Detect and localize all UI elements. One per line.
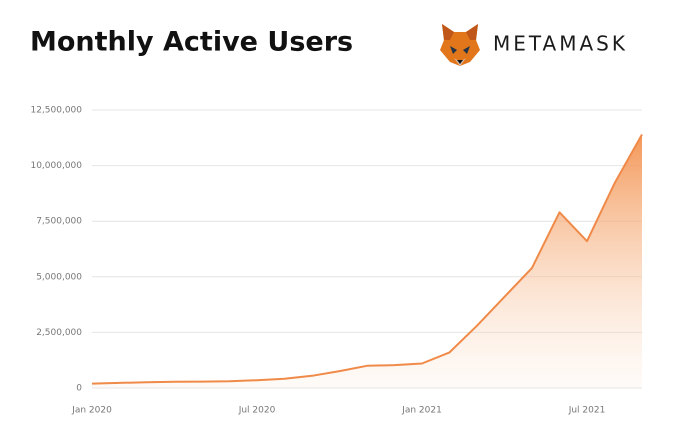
x-tick-label: Jul 2021 xyxy=(568,406,606,416)
y-tick-label: 12,500,000 xyxy=(30,106,82,116)
area xyxy=(92,134,642,388)
y-tick-label: 5,000,000 xyxy=(36,272,82,282)
brand-logo xyxy=(440,24,480,66)
x-tick-label: Jul 2020 xyxy=(238,406,276,416)
line xyxy=(91,134,643,385)
x-tick-label: Jan 2020 xyxy=(71,406,112,416)
chart-title: Monthly Active Users xyxy=(30,27,353,58)
x-tick-label: Jan 2021 xyxy=(401,406,442,416)
y-tick-label: 7,500,000 xyxy=(36,217,82,227)
brand-name: METAMASK xyxy=(493,32,628,56)
y-tick-label: 0 xyxy=(76,384,82,394)
y-tick-label: 10,000,000 xyxy=(30,161,82,171)
y-tick-label: 2,500,000 xyxy=(36,328,82,338)
